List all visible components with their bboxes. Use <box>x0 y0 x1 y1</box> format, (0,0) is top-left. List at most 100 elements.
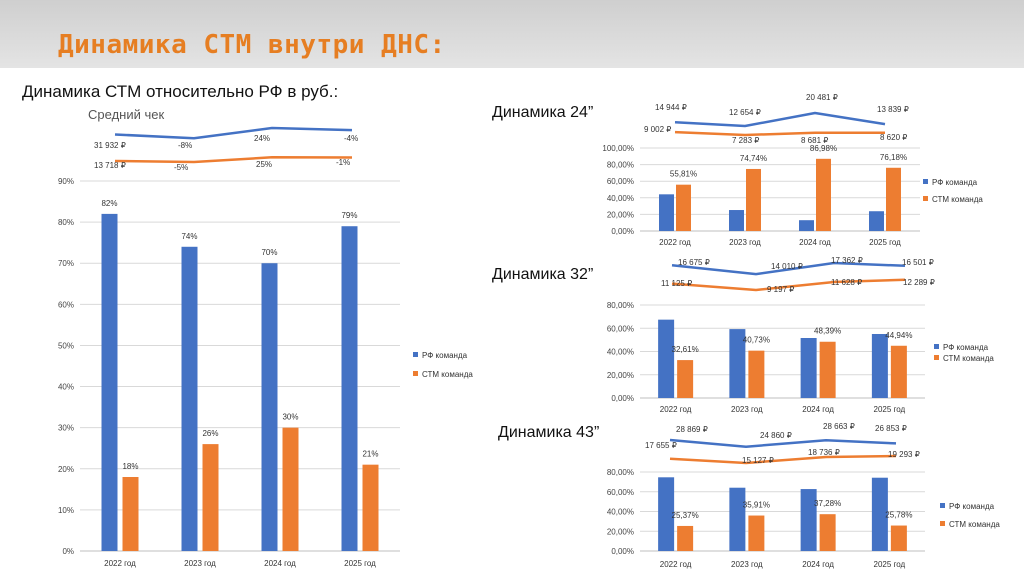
y-tick-label: 80,00% <box>607 468 634 477</box>
line-label-rf: 13 839 ₽ <box>877 105 909 114</box>
page-subtitle: Динамика СТМ относительно РФ в руб.: <box>22 82 339 101</box>
line-label-rf: 24 860 ₽ <box>760 431 792 440</box>
line-chart-title: Средний чек <box>88 107 164 122</box>
line-rf <box>671 261 906 276</box>
legend-label-rf: РФ команда <box>932 178 978 187</box>
legend-swatch-stm <box>923 196 928 201</box>
x-tick-label: 2022 год <box>660 560 692 569</box>
section-title-43: Динамика 43” <box>498 424 600 441</box>
legend-swatch-rf <box>923 179 928 184</box>
x-tick-label: 2022 год <box>659 238 691 247</box>
x-tick-label: 2025 год <box>874 560 906 569</box>
bar-stm <box>282 427 299 551</box>
y-tick-label: 40,00% <box>607 508 634 517</box>
legend-swatch-rf <box>934 344 939 349</box>
line-label-rf: 12 654 ₽ <box>729 108 761 117</box>
legend-swatch-rf <box>940 503 945 508</box>
line-stm <box>669 454 897 465</box>
data-label-stm: 30% <box>282 413 298 422</box>
line-label-stm: 8 681 ₽ <box>801 136 828 145</box>
bar-stm <box>748 350 765 398</box>
line-label-stm: 7 283 ₽ <box>732 136 759 145</box>
y-tick-label: 0,00% <box>611 394 634 403</box>
line-label-rf: 17 362 ₽ <box>831 256 863 265</box>
data-label-stm: 18% <box>122 462 138 471</box>
legend-swatch-rf <box>413 352 418 357</box>
x-tick-label: 2023 год <box>729 238 761 247</box>
legend-swatch-stm <box>413 371 418 376</box>
line-label-rf: 28 869 ₽ <box>676 425 708 434</box>
x-tick-label: 2025 год <box>869 238 901 247</box>
y-tick-label: 0,00% <box>611 227 634 236</box>
y-tick-label: 80,00% <box>607 301 634 310</box>
legend-label-stm: СТМ команда <box>932 195 983 204</box>
y-tick-label: 80,00% <box>607 161 634 170</box>
bar-rf <box>799 220 814 231</box>
line-label-stm: -5% <box>174 163 188 172</box>
bar-rf <box>729 487 746 551</box>
bar-rf <box>261 263 278 551</box>
bar-rf <box>181 246 198 551</box>
line-label-stm: 9 197 ₽ <box>767 285 794 294</box>
y-tick-label: 70% <box>58 259 74 268</box>
y-tick-label: 50% <box>58 341 74 350</box>
data-label-stm: 48,39% <box>814 327 841 336</box>
data-label-stm: 86,98% <box>810 144 837 153</box>
bar-stm <box>816 158 831 231</box>
data-label-stm: 40,73% <box>743 336 770 345</box>
data-label-stm: 55,81% <box>670 170 697 179</box>
line-label-stm: 8 620 ₽ <box>880 133 907 142</box>
x-tick-label: 2023 год <box>184 559 216 568</box>
line-label-rf: -4% <box>344 134 358 143</box>
y-tick-label: 10% <box>58 506 74 515</box>
data-label-stm: 26% <box>202 429 218 438</box>
x-tick-label: 2024 год <box>802 405 834 414</box>
x-tick-label: 2024 год <box>802 560 834 569</box>
line-label-stm: 11 628 ₽ <box>831 278 862 287</box>
y-tick-label: 0,00% <box>611 547 634 556</box>
y-tick-label: 0% <box>62 547 74 556</box>
legend-label-rf: РФ команда <box>949 502 995 511</box>
line-label-rf: 24% <box>254 134 270 143</box>
line-label-stm: -1% <box>336 158 350 167</box>
bar-stm <box>890 345 907 398</box>
line-label-rf: 26 853 ₽ <box>875 424 907 433</box>
y-tick-label: 40,00% <box>607 348 634 357</box>
line-rf <box>674 111 886 128</box>
y-tick-label: 60,00% <box>607 177 634 186</box>
legend-label-stm: СТМ команда <box>422 370 473 379</box>
data-label-stm: 25,78% <box>885 511 912 520</box>
section-title-32: Динамика 32” <box>492 266 594 283</box>
y-tick-label: 20% <box>58 465 74 474</box>
data-label-stm: 35,91% <box>743 501 770 510</box>
y-tick-label: 20,00% <box>607 371 634 380</box>
line-label-rf: 14 944 ₽ <box>655 103 687 112</box>
bar-rf <box>341 226 358 551</box>
line-label-stm: 11 125 ₽ <box>661 279 692 288</box>
legend-label-stm: СТМ команда <box>943 354 994 363</box>
bar-stm <box>677 360 694 398</box>
line-stm <box>671 278 906 292</box>
legend-label-stm: СТМ команда <box>949 520 1000 529</box>
line-label-stm: 13 718 ₽ <box>94 161 126 170</box>
legend-swatch-stm <box>934 355 939 360</box>
bar-stm <box>748 515 765 551</box>
line-stm <box>674 130 886 137</box>
line-label-rf: 31 932 ₽ <box>94 141 126 150</box>
x-tick-label: 2023 год <box>731 560 763 569</box>
data-label-stm: 74,74% <box>740 154 767 163</box>
y-tick-label: 60% <box>58 300 74 309</box>
line-rf <box>669 438 897 448</box>
x-tick-label: 2024 год <box>799 238 831 247</box>
bar-rf <box>800 338 817 398</box>
bar-rf <box>729 210 744 231</box>
bar-stm <box>819 514 836 551</box>
y-tick-label: 30% <box>58 424 74 433</box>
line-label-stm: 25% <box>256 160 272 169</box>
bar-stm <box>890 525 907 551</box>
y-tick-label: 20,00% <box>607 210 634 219</box>
bar-rf <box>869 211 884 231</box>
x-tick-label: 2025 год <box>344 559 376 568</box>
line-label-rf: 14 010 ₽ <box>771 262 803 271</box>
